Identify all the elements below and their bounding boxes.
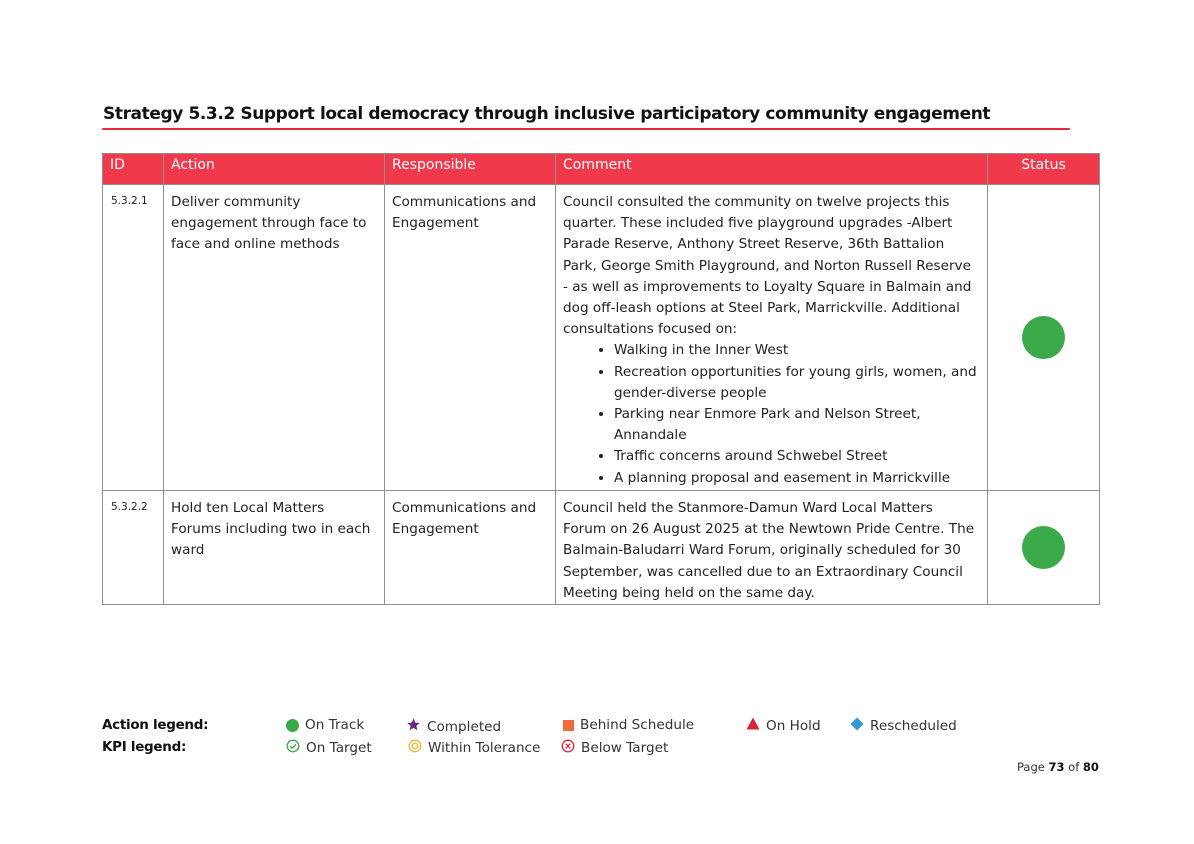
- page-of: of: [1068, 760, 1080, 774]
- table-header-row: ID Action Responsible Comment Status: [102, 153, 1100, 185]
- row-comment: Council held the Stanmore-Damun Ward Loc…: [555, 489, 988, 606]
- column-header-id: ID: [102, 153, 164, 185]
- kpi-legend-label: KPI legend:: [102, 739, 187, 755]
- row-id: 5.3.2.2: [102, 489, 164, 606]
- row-action: Deliver community engagement through fac…: [163, 184, 385, 491]
- page-total: 80: [1082, 760, 1099, 774]
- row-id: 5.3.2.1: [102, 184, 164, 491]
- on-track-status-icon: [1022, 316, 1065, 359]
- red-triangle-icon: [746, 717, 760, 734]
- legend-label: Within Tolerance: [428, 740, 541, 756]
- on-track-status-icon: [1022, 526, 1065, 569]
- action-legend-label: Action legend:: [102, 717, 209, 733]
- row-responsible: Communications and Engagement: [384, 184, 556, 491]
- legend-completed: Completed: [406, 717, 501, 736]
- page-number: Page 73 of 80: [1017, 760, 1099, 774]
- legend-behind-schedule: Behind Schedule: [563, 717, 694, 733]
- legend-within-tolerance: Within Tolerance: [408, 739, 540, 757]
- list-item: Traffic concerns around Schwebel Street: [614, 446, 980, 467]
- legend-label: Completed: [427, 718, 502, 735]
- heading-underline: [102, 128, 1070, 130]
- list-item: Recreation opportunities for young girls…: [614, 362, 980, 404]
- legend-on-hold: On Hold: [746, 717, 821, 734]
- legend-label: On Hold: [766, 717, 821, 734]
- legend-rescheduled: Rescheduled: [850, 717, 957, 735]
- legend-on-track: On Track: [286, 717, 364, 733]
- row-action: Hold ten Local Matters Forums including …: [163, 489, 385, 606]
- page-prefix: Page: [1017, 760, 1045, 774]
- row-comment-text: Council consulted the community on twelv…: [563, 194, 972, 338]
- row-responsible: Communications and Engagement: [384, 489, 556, 606]
- column-header-comment: Comment: [555, 153, 988, 185]
- legend-below-target: Below Target: [561, 739, 668, 757]
- table-row: 5.3.2.2 Hold ten Local Matters Forums in…: [102, 489, 1100, 606]
- column-header-action: Action: [163, 153, 385, 185]
- legend-label: Behind Schedule: [580, 717, 695, 733]
- legend-label: On Target: [306, 740, 372, 756]
- blue-diamond-icon: [850, 717, 864, 735]
- actions-table: ID Action Responsible Comment Status 5.3…: [102, 153, 1100, 606]
- yellow-ring-icon: [408, 739, 422, 757]
- row-status: [987, 184, 1100, 491]
- row-status: [987, 489, 1100, 606]
- green-check-circle-icon: [286, 739, 300, 757]
- table-row: 5.3.2.1 Deliver community engagement thr…: [102, 184, 1100, 491]
- page-current: 73: [1048, 760, 1065, 774]
- column-header-responsible: Responsible: [384, 153, 556, 185]
- legend-label: Below Target: [581, 740, 669, 756]
- comment-bullet-list: Walking in the Inner West Recreation opp…: [563, 340, 980, 488]
- legend-on-target: On Target: [286, 739, 372, 757]
- legend-label: Rescheduled: [870, 718, 957, 734]
- purple-star-icon: [406, 717, 421, 736]
- orange-square-icon: [563, 719, 574, 731]
- legend-label: On Track: [305, 717, 365, 733]
- row-comment: Council consulted the community on twelv…: [555, 184, 988, 491]
- list-item: A planning proposal and easement in Marr…: [614, 468, 980, 489]
- green-circle-icon: [286, 718, 299, 732]
- list-item: Parking near Enmore Park and Nelson Stre…: [614, 404, 980, 446]
- row-comment-text: Council held the Stanmore-Damun Ward Loc…: [563, 500, 975, 601]
- list-item: Walking in the Inner West: [614, 340, 980, 361]
- column-header-status: Status: [987, 153, 1100, 185]
- strategy-heading: Strategy 5.3.2 Support local democracy t…: [103, 104, 991, 124]
- red-x-circle-icon: [561, 739, 575, 757]
